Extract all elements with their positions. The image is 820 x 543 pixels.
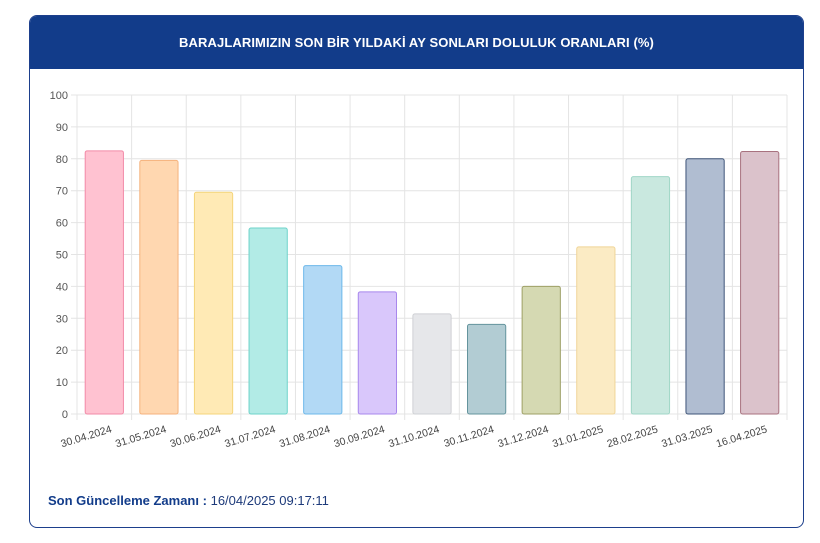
x-tick-label: 30.04.2024: [59, 423, 113, 450]
bar-chart: 0 10 20 30 40 50 60 70 80 90 100 30.04.2024 31.05.20…: [50, 90, 788, 450]
x-tick-label: 30.11.2024: [442, 423, 495, 450]
y-tick-label: 80: [56, 154, 68, 166]
last-update: Son Güncelleme Zamanı : 16/04/2025 09:17…: [48, 493, 329, 508]
bar-31.08.2024[interactable]: [303, 265, 343, 415]
bar-28.02.2025[interactable]: [630, 176, 671, 415]
x-tick-label: 31.07.2024: [223, 423, 277, 450]
bar-30.04.2024[interactable]: [84, 150, 124, 415]
y-tick-label: 0: [62, 409, 68, 421]
y-tick-label: 70: [56, 186, 68, 198]
bar-30.09.2024[interactable]: [357, 291, 397, 415]
x-tick-label: 31.05.2024: [114, 423, 168, 450]
y-tick-label: 100: [50, 90, 68, 102]
last-update-value: 16/04/2025 09:17:11: [210, 493, 329, 508]
chart-card: BARAJLARIMIZIN SON BİR YILDAKİ AY SONLAR…: [29, 15, 804, 528]
x-tick-label: 31.10.2024: [387, 423, 441, 450]
bar-31.07.2024[interactable]: [248, 227, 288, 415]
x-tick-label: 31.12.2024: [496, 423, 550, 450]
bar-31.05.2024[interactable]: [139, 159, 179, 415]
y-tick-label: 30: [56, 313, 68, 325]
y-tick-label: 90: [56, 122, 68, 134]
bar-30.06.2024[interactable]: [193, 191, 234, 415]
chart-title: BARAJLARIMIZIN SON BİR YILDAKİ AY SONLAR…: [30, 16, 803, 69]
last-update-separator: :: [202, 493, 207, 508]
x-tick-label: 30.09.2024: [332, 423, 386, 450]
y-tick-label: 20: [56, 345, 68, 357]
y-tick-label: 10: [56, 377, 68, 389]
bar-31.10.2024[interactable]: [412, 313, 452, 415]
bar-31.01.2025[interactable]: [576, 246, 616, 415]
x-tick-label: 31.08.2024: [278, 423, 332, 450]
bar-30.11.2024[interactable]: [467, 323, 507, 415]
x-tick-label: 28.02.2025: [606, 423, 660, 450]
x-tick-label: 31.01.2025: [551, 423, 605, 450]
x-tick-label: 16.04.2025: [715, 423, 769, 450]
last-update-label: Son Güncelleme Zamanı: [48, 493, 199, 508]
bar-31.03.2025[interactable]: [685, 158, 725, 415]
x-tick-label: 30.06.2024: [169, 423, 223, 450]
y-tick-label: 40: [56, 281, 68, 293]
x-tick-label: 31.03.2025: [660, 423, 714, 450]
bar-31.12.2024[interactable]: [521, 285, 561, 415]
y-tick-label: 60: [56, 218, 68, 230]
y-tick-label: 50: [56, 250, 68, 262]
bar-16.04.2025[interactable]: [740, 150, 780, 415]
